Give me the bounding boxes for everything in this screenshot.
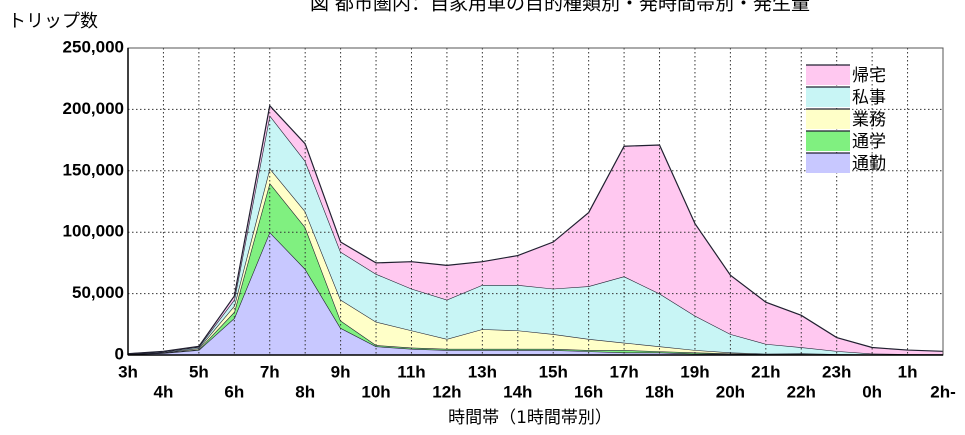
x-tick-label: 0h <box>862 382 882 401</box>
legend-label: 帰宅 <box>852 66 886 86</box>
y-tick-label: 50,000 <box>72 283 124 302</box>
x-tick-label: 8h <box>295 382 315 401</box>
area-line <box>127 104 944 355</box>
x-tick-label: 3h <box>118 362 138 381</box>
x-axis-label: 時間帯（1時間帯別） <box>448 408 612 428</box>
y-tick-label: 100,000 <box>63 222 124 241</box>
area <box>128 115 943 355</box>
x-tick-label: 5h <box>189 362 209 381</box>
legend-swatch <box>806 109 850 129</box>
legend-swatch <box>806 87 850 107</box>
area <box>128 105 943 355</box>
y-tick-label: 0 <box>115 344 124 363</box>
legend-label: 業務 <box>852 110 886 130</box>
x-tick-label: 7h <box>260 362 280 381</box>
legend-swatch <box>806 131 850 151</box>
x-tick-label: 20h <box>716 382 745 401</box>
x-tick-label: 1h <box>898 362 918 381</box>
x-tick-label: 16h <box>574 382 603 401</box>
x-tick-label: 17h <box>609 362 638 381</box>
y-axis-label: トリップ数 <box>8 11 98 32</box>
x-tick-label: 14h <box>503 382 532 401</box>
legend-label: 通勤 <box>852 154 886 174</box>
y-tick-label: 150,000 <box>63 160 124 179</box>
x-tick-label: 22h <box>787 382 816 401</box>
x-tick-label: 19h <box>680 362 709 381</box>
x-tick-label: 13h <box>468 362 497 381</box>
chart-title: 図 都市圏内：自家用車の目的種類別・発時間帯別・発生量 <box>310 0 810 15</box>
legend-swatch <box>806 65 850 85</box>
legend-swatch <box>806 153 850 173</box>
x-tick-label: 11h <box>397 362 425 381</box>
x-tick-label: 9h <box>331 362 351 381</box>
x-tick-label: 4h <box>154 382 174 401</box>
legend-label: 通学 <box>852 132 886 152</box>
x-tick-label: 10h <box>361 382 390 401</box>
x-tick-label: 18h <box>645 382 674 401</box>
x-tick-label: 2h- <box>930 382 956 401</box>
x-tick-label: 6h <box>224 382 244 401</box>
area <box>128 232 943 355</box>
legend-label: 私事 <box>852 88 886 108</box>
area <box>128 183 943 355</box>
y-tick-label: 200,000 <box>63 99 124 118</box>
x-tick-label: 15h <box>539 362 568 381</box>
x-tick-label: 23h <box>822 362 851 381</box>
y-tick-label: 250,000 <box>63 37 124 56</box>
x-tick-label: 12h <box>432 382 461 401</box>
x-tick-label: 21h <box>751 362 780 381</box>
